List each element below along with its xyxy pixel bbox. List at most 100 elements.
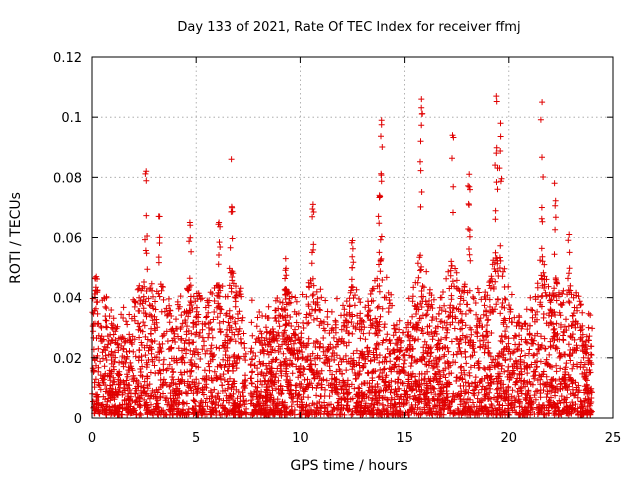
data-point: [446, 370, 453, 377]
data-point: [426, 323, 433, 329]
data-point: [142, 390, 149, 397]
data-point: [163, 367, 170, 374]
data-point: [95, 368, 102, 375]
data-point: [104, 324, 110, 331]
data-point: [564, 404, 571, 411]
data-point: [476, 364, 483, 371]
data-point: [114, 405, 121, 412]
data-point: [332, 329, 339, 336]
data-point: [160, 376, 167, 383]
data-point: [293, 311, 300, 318]
data-point: [376, 288, 383, 295]
data-point: [226, 363, 233, 370]
data-point: [504, 367, 511, 374]
data-point: [479, 332, 486, 339]
data-point: [341, 306, 348, 313]
data-point: [106, 372, 113, 379]
data-point: [278, 372, 285, 379]
data-point: [283, 272, 290, 279]
data-point: [502, 328, 509, 335]
data-point: [145, 357, 152, 363]
data-point: [236, 325, 243, 332]
data-point: [535, 294, 541, 300]
data-point: [214, 375, 221, 382]
data-point: [577, 336, 584, 343]
data-point: [392, 411, 398, 417]
data-point: [537, 394, 544, 401]
data-point: [199, 326, 206, 333]
data-point: [579, 309, 586, 316]
data-point: [260, 350, 267, 357]
data-point: [441, 353, 447, 360]
data-point: [216, 303, 223, 310]
data-point: [282, 267, 289, 274]
data-point: [479, 324, 485, 331]
data-point: [293, 387, 300, 394]
data-point: [490, 284, 497, 290]
data-point: [279, 341, 286, 348]
data-point: [126, 331, 133, 338]
data-point: [237, 393, 244, 400]
data-point: [133, 377, 140, 384]
data-point: [227, 315, 234, 322]
data-point: [325, 382, 332, 389]
data-point: [229, 235, 236, 242]
data-point: [270, 396, 277, 403]
data-point: [249, 368, 256, 375]
data-point: [560, 337, 567, 344]
data-point: [589, 325, 596, 332]
data-point: [423, 311, 430, 318]
data-point: [527, 404, 534, 411]
data-point: [125, 406, 132, 413]
data-point: [275, 349, 282, 355]
data-point: [582, 376, 589, 383]
data-point: [367, 307, 373, 314]
data-point: [383, 386, 390, 393]
data-point: [460, 297, 467, 304]
data-point: [313, 411, 320, 418]
data-point: [587, 343, 594, 350]
data-point: [573, 347, 580, 354]
data-point: [394, 341, 401, 348]
data-point: [466, 372, 473, 379]
data-point: [527, 381, 534, 387]
data-point: [404, 331, 411, 338]
data-point: [158, 283, 165, 290]
data-point: [320, 335, 327, 341]
data-point: [229, 277, 236, 284]
data-point: [379, 370, 386, 376]
data-point: [112, 328, 119, 335]
data-point: [102, 313, 109, 320]
data-point: [398, 338, 405, 345]
data-point: [459, 376, 466, 383]
data-point: [429, 411, 436, 418]
data-point: [379, 305, 386, 312]
data-point: [234, 354, 241, 361]
data-point: [156, 341, 163, 348]
data-point: [440, 367, 447, 374]
data-point: [481, 405, 488, 412]
data-point: [153, 386, 160, 393]
data-point: [143, 168, 150, 175]
data-point: [569, 380, 576, 387]
data-point: [279, 313, 286, 320]
data-point: [495, 370, 502, 377]
data-point: [504, 396, 511, 403]
data-point: [388, 394, 395, 401]
data-point: [348, 239, 355, 246]
data-point: [154, 411, 161, 417]
data-point: [162, 411, 169, 418]
data-point: [573, 304, 580, 311]
data-point: [551, 180, 558, 187]
data-point: [316, 306, 323, 313]
data-point: [471, 386, 478, 393]
data-point: [587, 411, 594, 418]
data-point: [415, 274, 422, 281]
data-point: [496, 353, 503, 360]
data-point: [344, 377, 351, 384]
data-point: [125, 382, 132, 388]
data-point: [469, 352, 476, 359]
data-point: [488, 401, 495, 408]
data-point: [464, 301, 471, 308]
data-point: [190, 410, 197, 417]
